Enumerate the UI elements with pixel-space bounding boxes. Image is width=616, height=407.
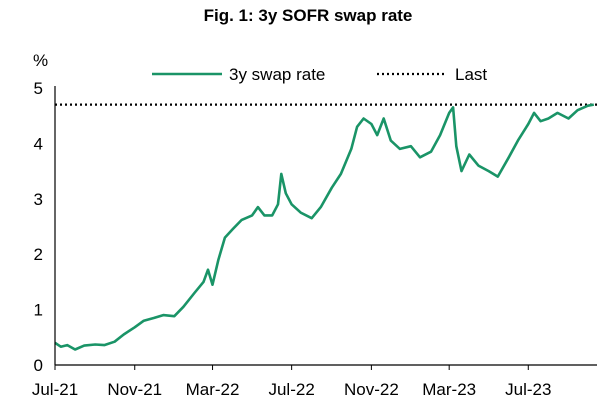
y-tick-label: 4: [34, 134, 43, 153]
x-tick-label: Jul-22: [268, 380, 314, 399]
x-tick-label: Nov-22: [344, 380, 399, 399]
y-tick-label: 3: [34, 190, 43, 209]
swap-rate-line: [54, 103, 595, 351]
x-tick-labels: Jul-21 Nov-21 Mar-22 Jul-22 Nov-22 Mar-23 Jul-…: [32, 380, 552, 399]
x-tick-label: Mar-22: [186, 380, 240, 399]
x-tick-marks: [54, 365, 529, 370]
legend-label-swap-rate: 3y swap rate: [229, 65, 325, 84]
x-tick-label: Mar-23: [422, 380, 476, 399]
chart-title: Fig. 1: 3y SOFR swap rate: [203, 6, 413, 25]
y-tick-label: 0: [34, 356, 43, 375]
y-tick-label: 5: [34, 79, 43, 98]
x-tick-label: Nov-21: [107, 380, 162, 399]
x-tick-label: Jul-21: [32, 380, 78, 399]
legend-label-last: Last: [455, 65, 487, 84]
y-axis-unit-label: %: [33, 51, 48, 70]
y-tick-label: 2: [34, 245, 43, 264]
y-tick-labels: 0 1 2 3 4 5: [34, 79, 43, 375]
y-tick-label: 1: [34, 301, 43, 320]
legend: 3y swap rate Last: [152, 65, 487, 84]
x-tick-label: Jul-23: [505, 380, 551, 399]
